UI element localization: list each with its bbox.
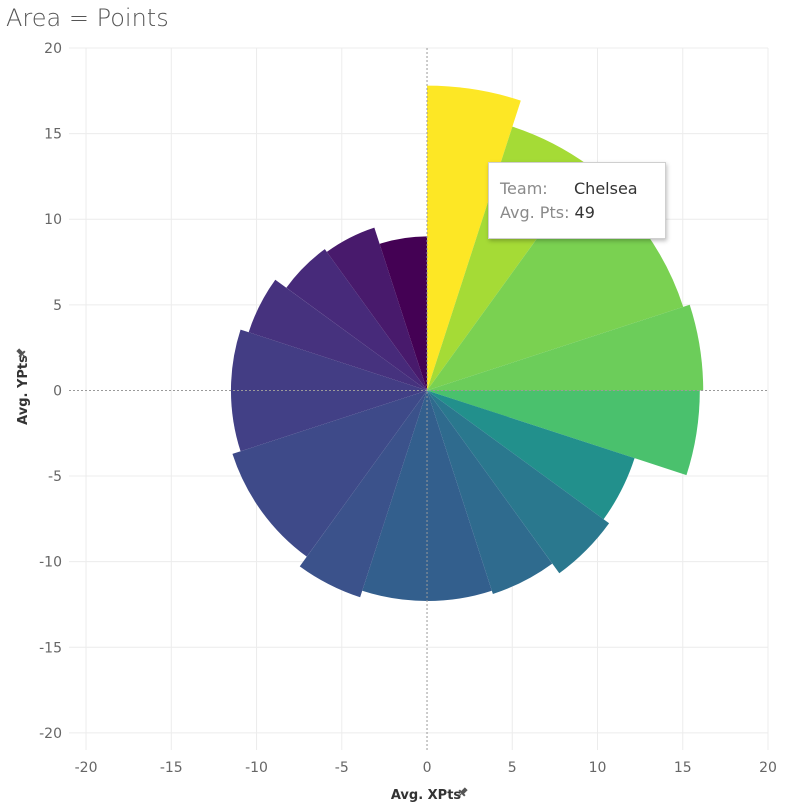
y-tick-label: -15 [39, 640, 62, 656]
x-tick-label: 0 [423, 760, 432, 776]
tooltip-team-key: Team: [500, 179, 548, 198]
polar-segment [379, 236, 428, 391]
polar-segment [427, 390, 635, 520]
polar-segment [427, 390, 610, 574]
x-tick-label: -5 [335, 760, 349, 776]
y-axis-label: Avg. YPts [16, 355, 31, 425]
zero-lines [69, 48, 768, 750]
y-tick-label: 20 [44, 41, 62, 57]
tooltip: Team: Chelsea Avg. Pts: 49 [488, 162, 666, 239]
pin-icon[interactable] [15, 347, 29, 361]
polar-segment [427, 390, 553, 594]
tooltip-pts-row: Avg. Pts: 49 [500, 201, 665, 225]
polar-segment [232, 390, 428, 557]
x-tick-label: 10 [589, 760, 607, 776]
polar-segment [427, 85, 521, 391]
polar-segment [248, 279, 428, 391]
y-tick-label: -5 [48, 469, 62, 485]
y-tick-label: 5 [53, 298, 62, 314]
x-axis-title: Avg. XPts [391, 786, 469, 803]
polar-segment [326, 227, 428, 391]
tooltip-team-row: Team: Chelsea [500, 177, 665, 201]
y-tick-label: 10 [44, 212, 62, 228]
x-tick-label: 15 [674, 760, 692, 776]
y-tick-label: 15 [44, 127, 62, 143]
tooltip-pts-key: Avg. Pts: [500, 203, 570, 222]
y-tick-label: 0 [53, 383, 62, 399]
tooltip-pts-value: 49 [574, 203, 595, 222]
x-tick-label: -20 [75, 760, 98, 776]
polar-segment [230, 390, 428, 452]
x-tick-label: 20 [759, 760, 777, 776]
x-tick-label: -15 [160, 760, 183, 776]
y-tick-label: -10 [39, 555, 62, 571]
polar-segment [362, 390, 492, 602]
chart-title: Area = Points [6, 4, 169, 32]
polar-segment [286, 249, 428, 391]
polar-segment [427, 304, 704, 391]
polar-segment [230, 329, 428, 391]
y-axis-title: Avg. YPts [15, 347, 31, 425]
pin-icon[interactable] [455, 786, 469, 800]
y-tick-label: -20 [39, 726, 62, 742]
x-tick-label: -10 [245, 760, 268, 776]
x-tick-label: 5 [508, 760, 517, 776]
tooltip-team-value: Chelsea [574, 179, 638, 198]
x-axis-label: Avg. XPts [391, 788, 462, 803]
tick-labels: -20 -15 -10 -5 0 5 10 15 20 20 15 10 5 0 -5 -10 -15 -20 [39, 41, 777, 776]
polar-segment [427, 390, 700, 476]
polar-segment [299, 390, 428, 598]
